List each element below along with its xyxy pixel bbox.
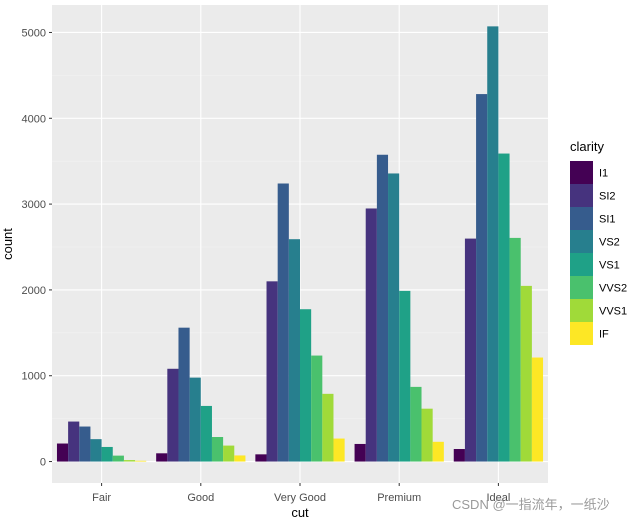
legend-label-if: IF [599, 329, 609, 341]
bar-good-i1 [156, 453, 168, 462]
bar-very-good-vs1 [300, 309, 312, 462]
bar-ideal-vs1 [498, 153, 510, 462]
bar-very-good-vs2 [288, 239, 300, 462]
y-axis-ticks: 0 1000 2000 3000 4000 5000 [22, 27, 52, 469]
x-tick-label: Very Good [274, 492, 326, 504]
y-tick-label: 4000 [22, 113, 46, 125]
legend-label-i1: I1 [599, 168, 608, 180]
bar-good-si2 [167, 368, 179, 462]
y-tick-label: 3000 [22, 199, 46, 211]
legend-swatch-vvs2 [570, 276, 593, 299]
bar-ideal-vvs2 [509, 237, 521, 462]
y-tick-label: 0 [40, 457, 46, 469]
bar-very-good-if [333, 438, 345, 462]
bar-ideal-si2 [464, 238, 477, 462]
bar-good-si1 [178, 327, 190, 462]
bar-premium-if [432, 441, 444, 462]
y-tick-label: 5000 [22, 27, 46, 39]
bar-good-vvs2 [211, 437, 224, 462]
x-axis-title: cut [291, 505, 309, 520]
legend-swatch-vvs1 [570, 299, 593, 322]
bar-good-vs1 [200, 405, 212, 462]
bar-very-good-si2 [266, 281, 278, 462]
bar-good-vs2 [189, 377, 201, 462]
legend-items: I1 SI2 SI1 VS2 VS1 VVS2 VVS1 IF [570, 161, 627, 345]
legend-title: clarity [570, 139, 604, 154]
bar-premium-vs2 [388, 173, 400, 462]
legend: clarity I1 SI2 SI1 VS2 VS1 VVS2 VVS1 IF [570, 139, 627, 345]
bar-fair-si2 [68, 421, 80, 462]
x-tick-label: Premium [377, 492, 421, 504]
legend-label-vvs1: VVS1 [599, 306, 627, 318]
bar-premium-si2 [365, 208, 377, 462]
legend-swatch-if [570, 322, 593, 345]
bar-fair-vvs2 [112, 455, 124, 462]
bar-very-good-vvs2 [311, 355, 323, 462]
legend-label-si1: SI1 [599, 214, 616, 226]
watermark: CSDN @一指流年，一纸沙 [452, 497, 610, 512]
legend-swatch-i1 [570, 161, 593, 184]
y-tick-label: 2000 [22, 285, 46, 297]
legend-label-vs2: VS2 [599, 237, 620, 249]
bar-very-good-si1 [277, 183, 289, 462]
bar-ideal-si1 [476, 94, 488, 462]
bar-very-good-i1 [255, 454, 267, 462]
legend-label-vvs2: VVS2 [599, 283, 627, 295]
legend-swatch-vs2 [570, 230, 593, 253]
bar-premium-si1 [376, 154, 389, 462]
bar-fair-vs2 [90, 439, 102, 462]
bar-premium-i1 [354, 443, 366, 462]
bar-fair-si1 [79, 426, 91, 462]
bar-fair-vvs1 [123, 460, 136, 462]
bar-premium-vs1 [399, 290, 411, 462]
x-tick-label: Fair [92, 492, 111, 504]
bar-good-if [234, 455, 246, 462]
bar-good-vvs1 [223, 445, 235, 462]
bar-premium-vvs2 [410, 386, 422, 462]
bars [56, 26, 544, 462]
x-tick-label: Good [187, 492, 214, 504]
bar-ideal-vs2 [487, 26, 499, 462]
legend-swatch-si2 [570, 184, 593, 207]
x-axis-ticks: Fair Good Very Good Premium Ideal [92, 483, 510, 504]
x-tick-label: Ideal [486, 492, 510, 504]
y-axis-title: count [0, 228, 15, 260]
bar-very-good-vvs1 [322, 393, 334, 462]
legend-label-si2: SI2 [599, 191, 616, 203]
bar-ideal-i1 [453, 449, 465, 462]
bar-fair-vs1 [101, 446, 113, 462]
legend-swatch-si1 [570, 207, 593, 230]
y-tick-label: 1000 [22, 371, 46, 383]
bar-premium-vvs1 [421, 408, 433, 462]
bar-fair-if [135, 460, 147, 462]
bar-fair-i1 [56, 443, 69, 462]
bar-ideal-if [531, 357, 544, 462]
legend-label-vs1: VS1 [599, 260, 620, 272]
legend-swatch-vs1 [570, 253, 593, 276]
bar-ideal-vvs1 [520, 285, 532, 462]
